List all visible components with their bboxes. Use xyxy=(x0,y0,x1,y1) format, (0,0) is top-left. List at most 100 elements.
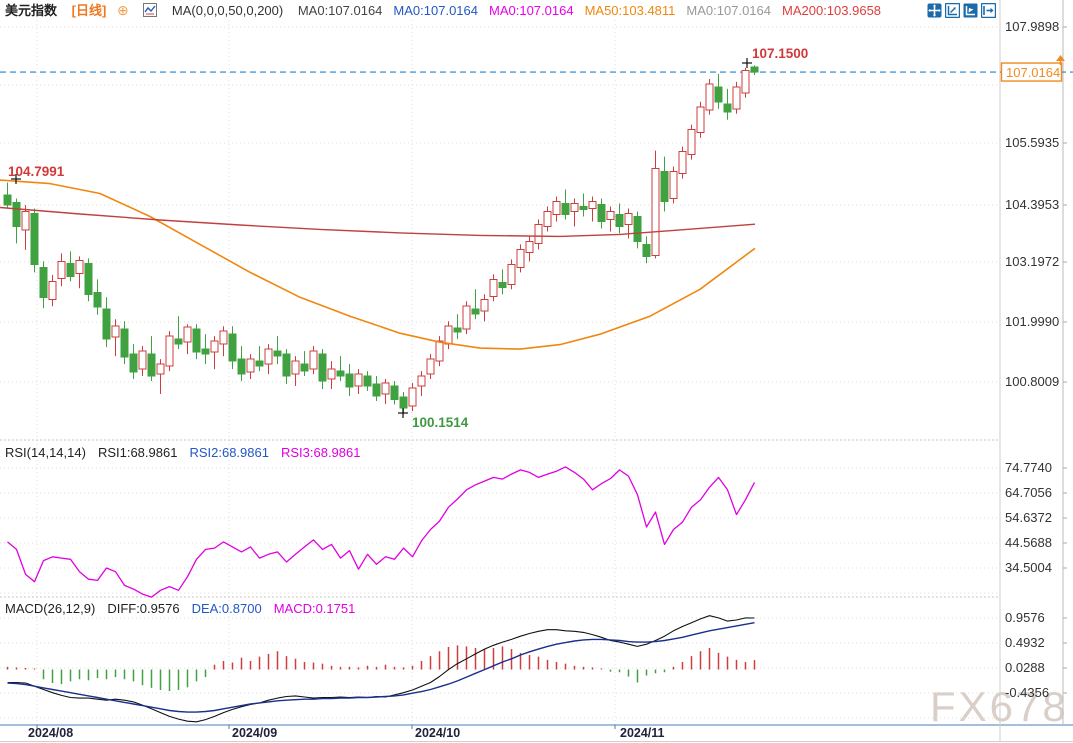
candle-body xyxy=(534,223,543,244)
candle-body xyxy=(84,262,93,295)
candle-body xyxy=(120,328,129,358)
candle-body xyxy=(525,240,534,253)
ma-value-label: MA0:107.0164 xyxy=(489,3,574,18)
y-axis-label: 104.3953 xyxy=(1005,197,1059,212)
y-axis-label: 105.5935 xyxy=(1005,135,1059,150)
candle-body xyxy=(570,203,579,212)
candle-body xyxy=(318,353,327,382)
crosshair-icon[interactable] xyxy=(927,3,942,18)
y-axis-label: 103.1972 xyxy=(1005,254,1059,269)
candle-body xyxy=(588,201,597,210)
candle-body xyxy=(48,280,57,300)
candle-body xyxy=(264,348,273,365)
candle-body xyxy=(435,340,444,362)
candle-body xyxy=(345,373,354,388)
ma-settings-label[interactable]: MA(0,0,0,50,0,200) xyxy=(171,3,284,18)
rsi-value-label: RSI2:68.9861 xyxy=(189,445,269,460)
ma200-line xyxy=(0,206,756,238)
y-axis-label: 0.0288 xyxy=(1005,660,1045,675)
axis-zoom-icon[interactable] xyxy=(963,3,978,18)
candle-body xyxy=(354,373,363,387)
candle-body xyxy=(237,358,246,375)
price-annotation: 100.1514 xyxy=(412,415,469,430)
candle-body xyxy=(399,396,408,409)
candle-body xyxy=(57,260,66,279)
candle-body xyxy=(363,375,372,387)
candle-body xyxy=(309,350,318,370)
candle-body xyxy=(669,171,678,200)
rsi-value-label: RSI1:68.9861 xyxy=(97,445,178,460)
candle-body xyxy=(543,210,552,227)
candle-body xyxy=(678,151,687,175)
macd-value-label: DIFF:0.9576 xyxy=(107,601,180,616)
candle-body xyxy=(147,353,156,377)
macd-value-label: DEA:0.8700 xyxy=(191,601,262,616)
candle-body xyxy=(723,103,732,113)
candle-body xyxy=(111,325,120,338)
candle-body xyxy=(129,353,138,373)
candle-body xyxy=(273,350,282,357)
candle-body xyxy=(102,308,111,340)
add-indicator-icon[interactable]: ⊕ xyxy=(116,2,129,18)
candle-body xyxy=(606,210,615,220)
candle-body xyxy=(624,212,633,225)
ma-values: MA0:107.0164 MA0:107.0164 MA0:107.0164 MA50… xyxy=(298,3,892,18)
ma50-line xyxy=(0,179,756,350)
candle-body xyxy=(192,328,201,353)
y-axis-label: 0.9576 xyxy=(1005,610,1045,625)
x-axis-label: 2024/08 xyxy=(28,726,73,740)
axis-scale-icon[interactable] xyxy=(944,2,961,19)
y-axis-label: 34.5004 xyxy=(1005,560,1052,575)
price-tag-value: 107.0164 xyxy=(1006,65,1060,80)
candle-body xyxy=(597,204,606,222)
price-annotation: 107.1500 xyxy=(752,46,808,61)
exit-chart-icon[interactable] xyxy=(980,2,997,19)
candle-body xyxy=(408,387,417,407)
candle-body xyxy=(201,348,210,355)
candle-body xyxy=(210,340,219,353)
candle-body xyxy=(165,335,174,367)
candle-body xyxy=(3,194,12,206)
candle-body xyxy=(390,385,399,400)
candle-body xyxy=(696,106,705,134)
ma-value-label: MA50:103.4811 xyxy=(584,3,676,18)
candle-body xyxy=(642,243,651,257)
macd-header: MACD(26,12,9) DIFF:0.9576 DEA:0.8700 MACD:0… xyxy=(5,602,367,618)
mini-chart-icon[interactable] xyxy=(143,3,158,21)
candle-body xyxy=(660,171,669,203)
symbol-name: 美元指数 xyxy=(5,3,58,18)
y-axis-label: 44.5688 xyxy=(1005,535,1052,550)
y-axis-label: 54.6372 xyxy=(1005,510,1052,525)
candle-body xyxy=(174,338,183,345)
candle-body xyxy=(255,360,264,367)
candle-body xyxy=(219,330,228,345)
candle-body xyxy=(633,215,642,242)
candle-body xyxy=(246,358,255,373)
macd-diff-line xyxy=(7,615,755,723)
ma-value-label: MA0:107.0164 xyxy=(686,3,771,18)
period-label[interactable]: [日线] xyxy=(71,3,107,18)
x-axis-label: 2024/10 xyxy=(415,726,460,740)
rsi-line xyxy=(7,466,756,598)
rsi-header: RSI(14,14,14) RSI1:68.9861 RSI2:68.9861 RSI… xyxy=(5,446,372,462)
candle-body xyxy=(12,202,21,227)
candle-body xyxy=(336,370,345,377)
candle-body xyxy=(705,83,714,111)
candle-body xyxy=(507,263,516,285)
candle-body xyxy=(579,206,588,210)
x-axis-label: 2024/09 xyxy=(232,726,277,740)
candle-body xyxy=(750,66,759,73)
price-tag[interactable] xyxy=(1000,62,1063,82)
y-axis-label: 101.9990 xyxy=(1005,314,1059,329)
ma-value-label: MA0:107.0164 xyxy=(393,3,478,18)
candle-body xyxy=(462,305,471,330)
y-axis-label: 107.9898 xyxy=(1005,19,1059,34)
candle-body xyxy=(66,262,75,277)
candle-body xyxy=(327,368,336,380)
candle-body xyxy=(30,212,39,265)
y-axis-label: 0.4932 xyxy=(1005,635,1045,650)
candle-body xyxy=(444,325,453,345)
candle-body xyxy=(651,168,660,256)
candle-body xyxy=(714,86,723,103)
